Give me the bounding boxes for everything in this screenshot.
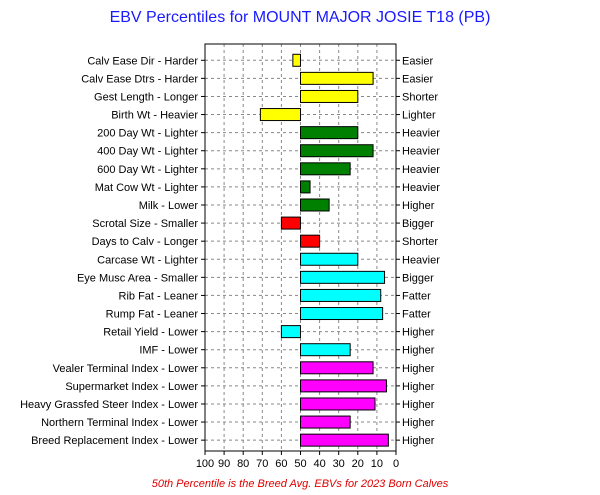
- bar: [300, 415, 351, 429]
- bar: [300, 397, 376, 411]
- bars: [259, 53, 389, 447]
- direction-label: Higher: [402, 417, 435, 429]
- trait-label: 600 Day Wt - Lighter: [97, 164, 198, 176]
- bar: [280, 325, 301, 339]
- direction-label: Higher: [402, 345, 435, 357]
- trait-label: 200 Day Wt - Lighter: [97, 128, 198, 140]
- trait-label: Calv Ease Dir - Harder: [87, 55, 198, 67]
- direction-label: Easier: [402, 55, 434, 67]
- chart-title: EBV Percentiles for MOUNT MAJOR JOSIE T1…: [110, 9, 491, 26]
- bar: [300, 307, 384, 321]
- x-tick-label: 30: [333, 458, 345, 470]
- trait-labels: Calv Ease Dir - Harder Calv Ease Dtrs - H…: [20, 55, 205, 447]
- bar: [300, 126, 359, 140]
- bar: [300, 252, 359, 266]
- x-tick-label: 90: [218, 458, 230, 470]
- direction-label: Higher: [402, 200, 435, 212]
- direction-label: Heavier: [402, 254, 440, 266]
- trait-label: Birth Wt - Heavier: [111, 110, 198, 122]
- bar: [300, 198, 330, 212]
- direction-label: Fatter: [402, 290, 431, 302]
- trait-label: Days to Calv - Longer: [92, 236, 199, 248]
- direction-label: Heavier: [402, 128, 440, 140]
- trait-label: Calv Ease Dtrs - Harder: [81, 73, 198, 85]
- bar: [300, 180, 311, 194]
- direction-label: Higher: [402, 435, 435, 447]
- bar: [292, 53, 301, 67]
- trait-label: Rib Fat - Leaner: [119, 290, 199, 302]
- x-tick-label: 40: [313, 458, 325, 470]
- direction-labels: Easier Easier Shorter Lighter Heavier Heavier…: [396, 55, 440, 447]
- direction-label: Easier: [402, 73, 434, 85]
- direction-label: Shorter: [402, 91, 438, 103]
- bar: [300, 433, 389, 447]
- bar: [300, 270, 386, 284]
- x-tick-label: 20: [352, 458, 364, 470]
- direction-label: Heavier: [402, 164, 440, 176]
- trait-label: Milk - Lower: [139, 200, 199, 212]
- trait-label: Carcase Wt - Lighter: [97, 254, 198, 266]
- direction-label: Higher: [402, 363, 435, 375]
- bar: [280, 216, 301, 230]
- chart-footer: 50th Percentile is the Breed Avg. EBVs f…: [152, 478, 449, 490]
- trait-label: Supermarket Index - Lower: [65, 381, 198, 393]
- x-tick-label: 60: [275, 458, 287, 470]
- bar: [300, 379, 387, 393]
- x-tick-label: 100: [196, 458, 214, 470]
- trait-label: Rump Fat - Leaner: [106, 309, 199, 321]
- trait-label: Gest Length - Longer: [94, 91, 198, 103]
- trait-label: IMF - Lower: [139, 345, 198, 357]
- x-tick-label: 0: [393, 458, 399, 470]
- trait-label: 400 Day Wt - Lighter: [97, 146, 198, 158]
- direction-label: Bigger: [402, 272, 434, 284]
- direction-label: Shorter: [402, 236, 438, 248]
- trait-label: Northern Terminal Index - Lower: [41, 417, 198, 429]
- x-tick-label: 10: [371, 458, 383, 470]
- bar: [300, 361, 374, 375]
- trait-label: Eye Musc Area - Smaller: [77, 272, 198, 284]
- direction-label: Fatter: [402, 309, 431, 321]
- bar: [259, 108, 302, 122]
- direction-label: Higher: [402, 327, 435, 339]
- trait-label: Mat Cow Wt - Lighter: [95, 182, 199, 194]
- direction-label: Bigger: [402, 218, 434, 230]
- trait-label: Heavy Grassfed Steer Index - Lower: [20, 399, 198, 411]
- direction-label: Heavier: [402, 182, 440, 194]
- direction-label: Heavier: [402, 146, 440, 158]
- bar: [300, 71, 374, 85]
- x-tick-label: 50: [294, 458, 306, 470]
- trait-label: Vealer Terminal Index - Lower: [53, 363, 199, 375]
- x-axis-ticks: 100 90 80 70 60 50 40 30 20 10 0: [196, 451, 399, 470]
- direction-label: Higher: [402, 381, 435, 393]
- x-tick-label: 70: [256, 458, 268, 470]
- bar: [300, 343, 351, 357]
- trait-label: Scrotal Size - Smaller: [92, 218, 198, 230]
- trait-label: Retail Yield - Lower: [103, 327, 198, 339]
- bar: [300, 162, 351, 176]
- trait-label: Breed Replacement Index - Lower: [31, 435, 198, 447]
- bar: [300, 89, 359, 103]
- x-tick-label: 80: [237, 458, 249, 470]
- bar: [300, 234, 321, 248]
- bar: [300, 288, 382, 302]
- direction-label: Lighter: [402, 110, 436, 122]
- bar: [300, 144, 374, 158]
- direction-label: Higher: [402, 399, 435, 411]
